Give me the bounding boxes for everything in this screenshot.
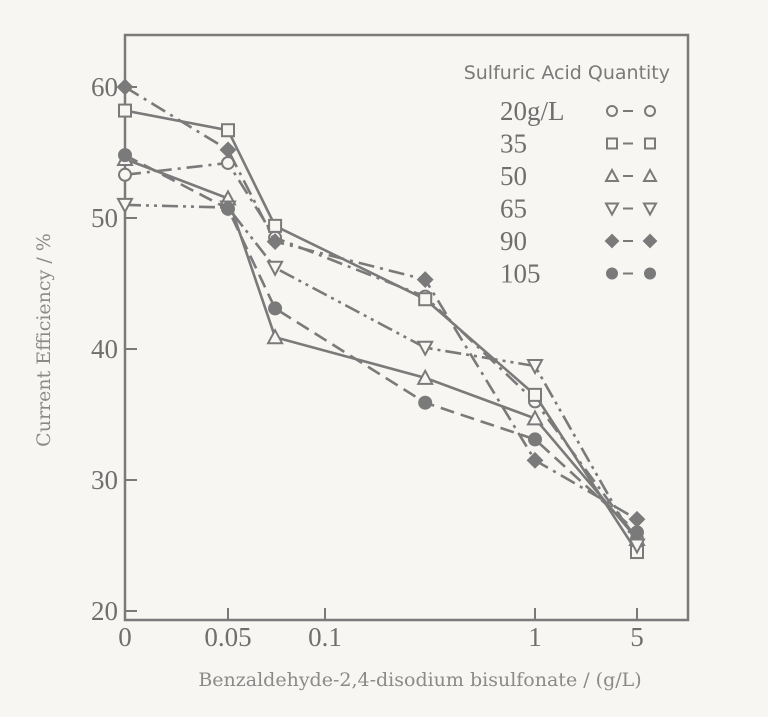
circle-filled-marker	[644, 267, 656, 280]
circle-filled-marker	[418, 395, 433, 410]
circle-filled-marker	[606, 267, 618, 280]
triangle-down-open-marker	[642, 202, 658, 217]
triangle-up-open-marker	[604, 167, 620, 182]
plot-frame	[123, 33, 690, 622]
series-line	[124, 157, 638, 540]
legend-label: 105	[500, 259, 541, 289]
square-open-marker	[528, 387, 542, 402]
series-65	[116, 197, 646, 555]
square-open-marker	[644, 137, 656, 150]
series-line	[124, 203, 639, 547]
circle-filled-marker	[528, 432, 542, 447]
legend-label: 20g/L	[500, 96, 565, 126]
series-90	[116, 78, 646, 528]
diamond-filled-marker	[642, 233, 658, 249]
triangle-down-open-marker	[526, 359, 544, 376]
triangle-down-open-marker	[116, 197, 134, 215]
triangle-down-open-marker	[266, 260, 284, 277]
x-tick-label: 0	[118, 622, 132, 652]
circle-open-marker	[606, 105, 618, 117]
series-line	[124, 85, 638, 521]
circle-open-marker	[644, 105, 656, 117]
circle-filled-marker	[268, 301, 283, 316]
diamond-filled-marker	[219, 141, 237, 159]
x-tick-label: 1	[528, 622, 542, 652]
series-50	[116, 149, 646, 546]
diamond-filled-marker	[604, 233, 620, 249]
legend-title: Sulfuric Acid Quantity	[464, 62, 670, 84]
legend-label: 50	[500, 161, 527, 191]
diamond-filled-marker	[116, 78, 134, 96]
y-tick-label: 30	[91, 465, 118, 495]
legend-label: 65	[500, 194, 527, 224]
circle-filled-marker	[630, 525, 644, 540]
circle-filled-marker	[221, 201, 235, 216]
diamond-filled-marker	[266, 233, 284, 250]
legend-label: 90	[500, 226, 527, 256]
triangle-down-open-marker	[628, 538, 646, 555]
diamond-filled-marker	[628, 510, 646, 528]
diamond-filled-marker	[416, 271, 434, 288]
x-tick-label: 5	[630, 622, 644, 652]
triangle-down-open-marker	[416, 340, 434, 357]
diamond-filled-marker	[526, 451, 544, 469]
series-line	[124, 161, 639, 540]
y-tick-label: 40	[91, 334, 118, 364]
series-105	[118, 148, 644, 540]
square-open-marker	[118, 103, 132, 118]
triangle-up-open-marker	[526, 409, 544, 426]
x-tick-label: 0.05	[204, 622, 251, 652]
circle-open-marker	[118, 167, 132, 182]
y-tick-label: 60	[91, 72, 118, 102]
series-line	[124, 109, 639, 553]
square-open-marker	[418, 292, 433, 307]
circle-filled-marker	[118, 148, 132, 163]
x-axis-label: Benzaldehyde-2,4-disodium bisulfonate / …	[198, 669, 641, 691]
triangle-down-open-marker	[604, 202, 620, 217]
triangle-up-open-marker	[642, 167, 658, 182]
triangle-up-open-marker	[416, 368, 434, 385]
y-tick-label: 20	[91, 596, 118, 626]
series-35	[118, 103, 644, 560]
series-line	[124, 153, 638, 534]
square-open-marker	[268, 218, 283, 233]
triangle-up-open-marker	[266, 328, 284, 345]
x-tick-label: 0.1	[308, 622, 342, 652]
y-tick-label: 50	[91, 203, 118, 233]
square-open-marker	[606, 137, 618, 150]
legend-label: 35	[500, 129, 527, 159]
series-20gl	[118, 155, 644, 546]
square-open-marker	[221, 123, 235, 138]
y-axis-label: Current Efficiency / %	[33, 233, 55, 447]
